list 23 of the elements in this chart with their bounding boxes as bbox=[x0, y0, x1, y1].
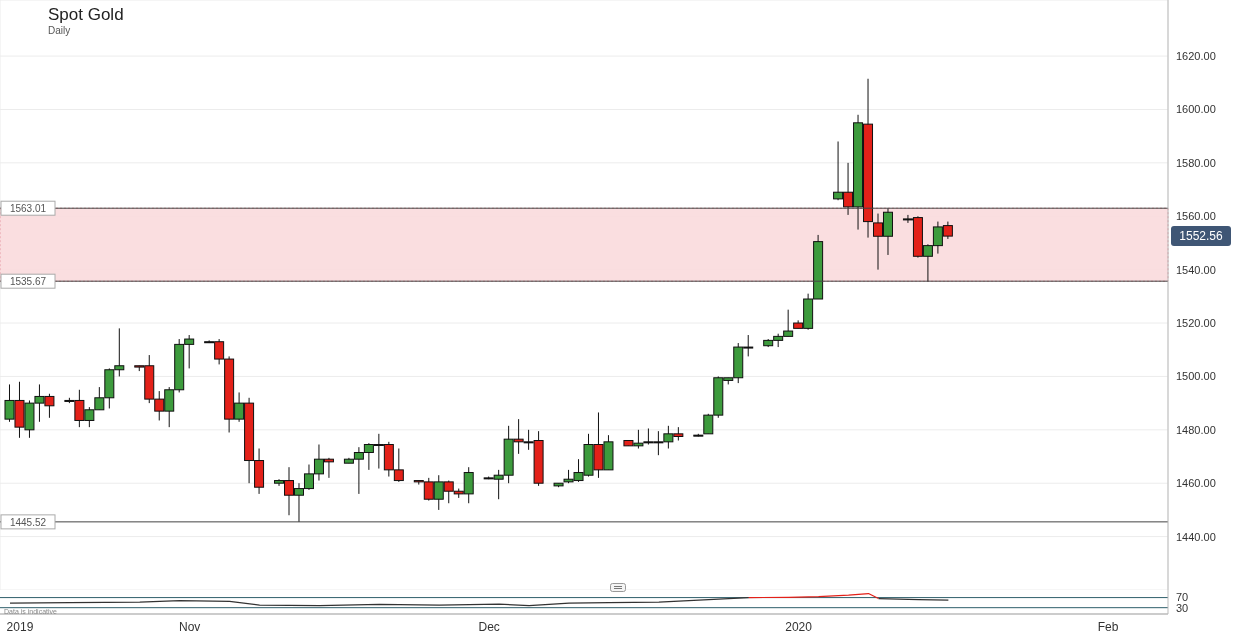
y-tick-label: 1460.00 bbox=[1176, 477, 1216, 490]
y-tick-label: 1600.00 bbox=[1176, 103, 1216, 116]
y-tick-label: 1440.00 bbox=[1176, 530, 1216, 543]
text: Daily bbox=[48, 24, 72, 36]
y-tick-label: 70 bbox=[1176, 591, 1189, 604]
text: 1552.56 bbox=[1179, 229, 1224, 244]
y-tick-label: 1480.00 bbox=[1176, 423, 1216, 436]
ref-line-label: 1535.67 bbox=[9, 276, 47, 288]
x-tick-label: Feb bbox=[1097, 619, 1119, 634]
x-tick-label: Dec bbox=[478, 619, 500, 634]
x-tick-label: 2019 bbox=[6, 619, 34, 634]
y-tick-label: 1500.00 bbox=[1176, 370, 1216, 383]
y-tick-label: 30 bbox=[1176, 601, 1189, 614]
ref-line-label: 1445.52 bbox=[9, 516, 47, 528]
y-tick-label: 1580.00 bbox=[1176, 156, 1216, 169]
y-tick-label: 1620.00 bbox=[1176, 49, 1216, 62]
x-tick-label: 2020 bbox=[785, 619, 813, 634]
ref-line-label: 1563.01 bbox=[9, 203, 47, 215]
x-tick-label: Nov bbox=[179, 619, 201, 634]
y-tick-label: 1560.00 bbox=[1176, 210, 1216, 223]
chart-title: Spot Gold bbox=[48, 5, 124, 25]
y-tick-label: 1520.00 bbox=[1176, 316, 1216, 329]
y-tick-label: 1540.00 bbox=[1176, 263, 1216, 276]
